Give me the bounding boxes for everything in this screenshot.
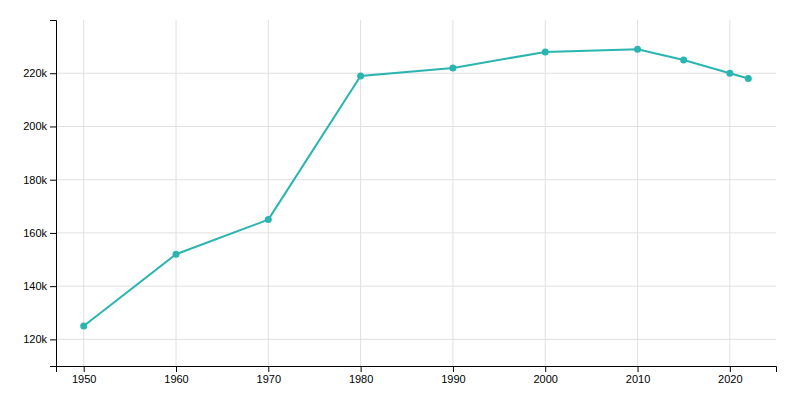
- tick-label: 1960: [164, 373, 188, 385]
- marks: [80, 46, 752, 330]
- grid-line: [83, 20, 84, 366]
- tick: 140k: [23, 280, 56, 292]
- grid-line: [56, 232, 776, 233]
- tick-label: 1990: [441, 373, 465, 385]
- point: [634, 46, 641, 53]
- tick-label: 120k: [23, 333, 47, 345]
- tick-label: 140k: [23, 280, 47, 292]
- point: [542, 48, 549, 55]
- tick: 2010: [626, 366, 650, 385]
- plot: 1950 1960 1970 1980 1990 2000 2010 2020 120k 140k…: [23, 20, 776, 385]
- tick-mark: [50, 339, 56, 340]
- tick-mark: [50, 126, 56, 127]
- tick-label: 200k: [23, 120, 47, 132]
- tick-label: 1980: [349, 373, 373, 385]
- tick-mark: [50, 233, 56, 234]
- tick: 160k: [23, 227, 56, 239]
- tick-mark: [84, 366, 85, 372]
- tick-label: 1950: [72, 373, 96, 385]
- x-axis-line: [57, 367, 777, 373]
- grid-line: [360, 20, 361, 366]
- x-axis: 1950 1960 1970 1980 1990 2000 2010 2020: [57, 366, 777, 385]
- line: [84, 49, 749, 326]
- tick: 220k: [23, 67, 56, 79]
- grid-line: [56, 286, 776, 287]
- tick-mark: [453, 366, 454, 372]
- grid-line: [176, 20, 177, 366]
- tick-label: 2000: [533, 373, 557, 385]
- grid-line: [56, 179, 776, 180]
- tick-mark: [361, 366, 362, 372]
- tick: 1980: [349, 366, 373, 385]
- tick-label: 1970: [257, 373, 281, 385]
- tick: 200k: [23, 120, 56, 132]
- tick: 1970: [257, 366, 281, 385]
- tick: 2020: [718, 366, 742, 385]
- tick-label: 220k: [23, 67, 47, 79]
- grid-line: [56, 339, 776, 340]
- tick: 2000: [533, 366, 557, 385]
- point: [745, 75, 752, 82]
- grid-line: [56, 73, 776, 74]
- chart: 1950 1960 1970 1980 1990 2000 2010 2020 120k 140k…: [0, 0, 800, 400]
- tick-mark: [176, 366, 177, 372]
- point: [680, 56, 687, 63]
- tick-mark: [50, 73, 56, 74]
- tick-mark: [50, 286, 56, 287]
- tick-label: 2010: [626, 373, 650, 385]
- grid-line: [637, 20, 638, 366]
- point: [265, 216, 272, 223]
- point: [357, 72, 364, 79]
- point: [449, 64, 456, 71]
- tick-mark: [545, 366, 546, 372]
- tick: 1950: [72, 366, 96, 385]
- point: [80, 323, 87, 330]
- grid: [56, 20, 776, 366]
- tick-label: 180k: [23, 174, 47, 186]
- tick: 120k: [23, 333, 56, 345]
- y-axis-line: [50, 21, 57, 367]
- point: [726, 70, 733, 77]
- tick-mark: [268, 366, 269, 372]
- y-axis: 120k 140k 160k 180k 200k 220k: [23, 21, 56, 367]
- tick: 180k: [23, 174, 56, 186]
- grid-line: [452, 20, 453, 366]
- tick-mark: [638, 366, 639, 372]
- tick-label: 2020: [718, 373, 742, 385]
- grid-line: [268, 20, 269, 366]
- point: [173, 251, 180, 258]
- tick: 1990: [441, 366, 465, 385]
- tick: 1960: [164, 366, 188, 385]
- grid-line: [545, 20, 546, 366]
- tick-mark: [730, 366, 731, 372]
- tick-label: 160k: [23, 227, 47, 239]
- grid-line: [56, 126, 776, 127]
- tick-mark: [50, 180, 56, 181]
